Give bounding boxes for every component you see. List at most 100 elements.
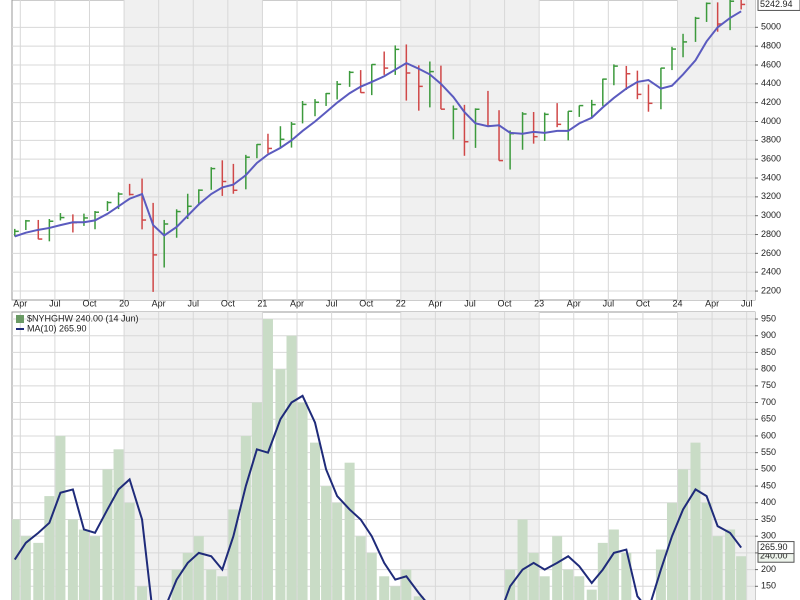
legend-label: $NYHGHW 240.00 (14 Jun) bbox=[27, 313, 139, 323]
year-band bbox=[677, 0, 755, 300]
bar bbox=[102, 469, 113, 600]
x-tick-label: Apr bbox=[705, 298, 719, 308]
x-tick-label: Oct bbox=[221, 298, 236, 308]
y-tick-label: 2800 bbox=[761, 229, 781, 239]
bar bbox=[286, 335, 297, 600]
y-tick-label: 300 bbox=[761, 531, 776, 541]
bar bbox=[621, 552, 632, 600]
bar bbox=[563, 569, 574, 600]
x-tick-label: Jul bbox=[464, 298, 476, 308]
bar bbox=[712, 536, 723, 600]
y-tick-label: 150 bbox=[761, 581, 776, 591]
moving-average bbox=[13, 394, 742, 600]
y-tick-label: 850 bbox=[761, 347, 776, 357]
price-panel bbox=[11, 0, 756, 301]
y-tick-label: 3000 bbox=[761, 210, 781, 220]
bar bbox=[379, 576, 390, 600]
bar bbox=[206, 569, 217, 600]
x-tick-label: Apr bbox=[13, 298, 27, 308]
y-tick-label: 2600 bbox=[761, 248, 781, 258]
bar bbox=[240, 435, 251, 600]
bar bbox=[401, 569, 412, 600]
bar bbox=[171, 569, 182, 600]
y-tick-label: 600 bbox=[761, 430, 776, 440]
bar bbox=[193, 536, 204, 600]
y-tick-label: 4800 bbox=[761, 41, 781, 51]
bar bbox=[597, 542, 608, 600]
bar bbox=[297, 402, 308, 600]
bar bbox=[55, 435, 66, 600]
x-tick-label: Oct bbox=[359, 298, 374, 308]
bar bbox=[251, 402, 262, 600]
x-tick-label: Apr bbox=[152, 298, 166, 308]
bar bbox=[366, 552, 377, 600]
x-tick-label: Jul bbox=[603, 298, 615, 308]
bar bbox=[332, 502, 343, 600]
y-tick-label: 500 bbox=[761, 464, 776, 474]
x-tick-label: 20 bbox=[119, 298, 129, 308]
last-value-box bbox=[757, 541, 795, 555]
y-tick-label: 950 bbox=[761, 313, 776, 323]
bar bbox=[586, 589, 597, 600]
bar bbox=[690, 442, 701, 600]
bar bbox=[217, 576, 228, 600]
last-value-label: 5242.94 bbox=[760, 0, 793, 9]
x-tick-label: 22 bbox=[396, 298, 406, 308]
last-value-box bbox=[757, 0, 800, 11]
x-tick-label: Jul bbox=[49, 298, 61, 308]
bar bbox=[113, 449, 124, 600]
plot-area bbox=[14, 0, 746, 292]
y-tick-label: 5000 bbox=[761, 22, 781, 32]
x-tick-label: Apr bbox=[567, 298, 581, 308]
x-tick-label: Apr bbox=[428, 298, 442, 308]
bar bbox=[90, 536, 101, 600]
y-tick-label: 900 bbox=[761, 330, 776, 340]
y-tick-label: 800 bbox=[761, 364, 776, 374]
y-tick-label: 4200 bbox=[761, 97, 781, 107]
last-value-label: 265.90 bbox=[760, 542, 788, 552]
bar bbox=[517, 519, 528, 600]
bar bbox=[344, 462, 355, 600]
y-tick-label: 650 bbox=[761, 414, 776, 424]
bar bbox=[539, 576, 550, 600]
bar bbox=[552, 536, 563, 600]
x-tick-label: Oct bbox=[82, 298, 97, 308]
y-tick-label: 3400 bbox=[761, 172, 781, 182]
x-tick-label: Jul bbox=[187, 298, 199, 308]
x-tick-label: Jul bbox=[326, 298, 338, 308]
bar bbox=[182, 552, 193, 600]
bar bbox=[574, 576, 585, 600]
legend-swatch bbox=[16, 315, 24, 323]
bar bbox=[228, 509, 239, 600]
y-tick-label: 4400 bbox=[761, 78, 781, 88]
y-tick-label: 700 bbox=[761, 397, 776, 407]
y-tick-label: 2400 bbox=[761, 267, 781, 277]
y-tick-label: 350 bbox=[761, 514, 776, 524]
y-tick-label: 4600 bbox=[761, 59, 781, 69]
legend-label: MA(10) 265.90 bbox=[27, 323, 87, 333]
y-tick-label: 2200 bbox=[761, 285, 781, 295]
bar bbox=[678, 469, 689, 600]
bar bbox=[390, 586, 401, 600]
bar bbox=[355, 536, 366, 600]
bar bbox=[655, 549, 666, 600]
bar bbox=[44, 496, 55, 600]
bar bbox=[20, 536, 31, 600]
y-tick-label: 4000 bbox=[761, 116, 781, 126]
y-tick-label: 400 bbox=[761, 497, 776, 507]
bar bbox=[33, 542, 44, 600]
bar bbox=[137, 586, 148, 600]
bar bbox=[413, 596, 424, 600]
x-tick-label: Jul bbox=[741, 298, 753, 308]
y-tick-label: 3200 bbox=[761, 191, 781, 201]
bar bbox=[725, 529, 736, 600]
bar bbox=[701, 502, 712, 600]
bar bbox=[78, 529, 89, 600]
last-value-label: 240.00 bbox=[760, 551, 788, 561]
bar bbox=[608, 529, 619, 600]
bar bbox=[67, 519, 78, 600]
bar bbox=[666, 502, 677, 600]
bar bbox=[528, 552, 539, 600]
bar bbox=[736, 556, 747, 600]
